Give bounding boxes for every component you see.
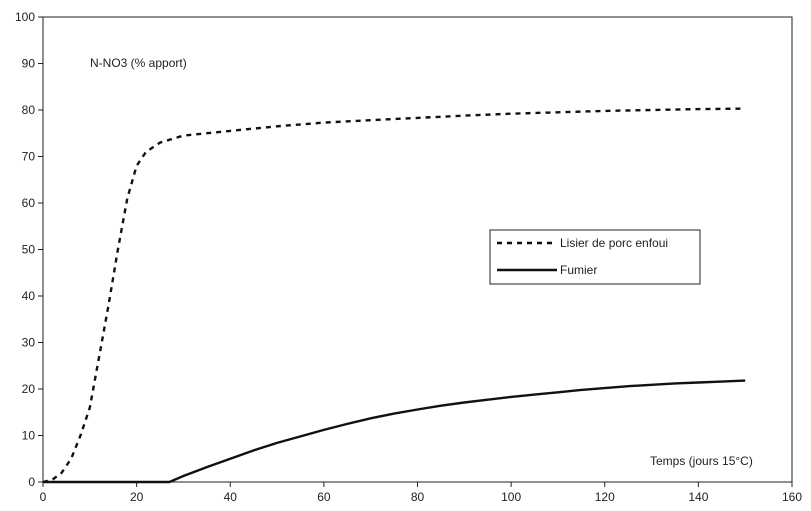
legend: Lisier de porc enfoui Fumier: [489, 229, 701, 285]
y-tick-label: 70: [22, 150, 36, 164]
y-tick-label: 80: [22, 103, 36, 117]
series-line-lisier: [42, 107, 746, 484]
x-tick-label: 80: [411, 490, 425, 504]
x-tick-label: 60: [317, 490, 331, 504]
x-axis-label: Temps (jours 15°C): [650, 454, 753, 468]
y-axis-label: N-NO3 (% apport): [90, 56, 187, 70]
x-tick-label: 0: [40, 490, 47, 504]
series-line-fumier: [43, 379, 746, 484]
legend-label-fumier: Fumier: [560, 263, 597, 277]
tick-labels: 0 10 20 30 40 50 60 70 80 90 100 0 20 40 60 80 100 120 140…: [15, 10, 802, 504]
y-tick-label: 40: [22, 289, 36, 303]
legend-box: [489, 229, 701, 285]
y-tick-label: 50: [22, 243, 36, 257]
legend-label-lisier: Lisier de porc enfoui: [560, 236, 668, 250]
y-tick-label: 0: [28, 475, 35, 489]
y-tick-label: 10: [22, 429, 36, 443]
x-tick-label: 120: [595, 490, 615, 504]
x-tick-label: 20: [130, 490, 144, 504]
y-tick-label: 20: [22, 382, 36, 396]
x-tick-label: 40: [224, 490, 238, 504]
x-tick-label: 100: [501, 490, 521, 504]
x-tick-label: 140: [688, 490, 708, 504]
y-tick-label: 60: [22, 196, 36, 210]
series-lines: [42, 107, 746, 484]
y-tick-label: 100: [15, 10, 35, 24]
y-tick-label: 90: [22, 57, 36, 71]
y-tick-label: 30: [22, 336, 36, 350]
x-tick-label: 160: [782, 490, 802, 504]
